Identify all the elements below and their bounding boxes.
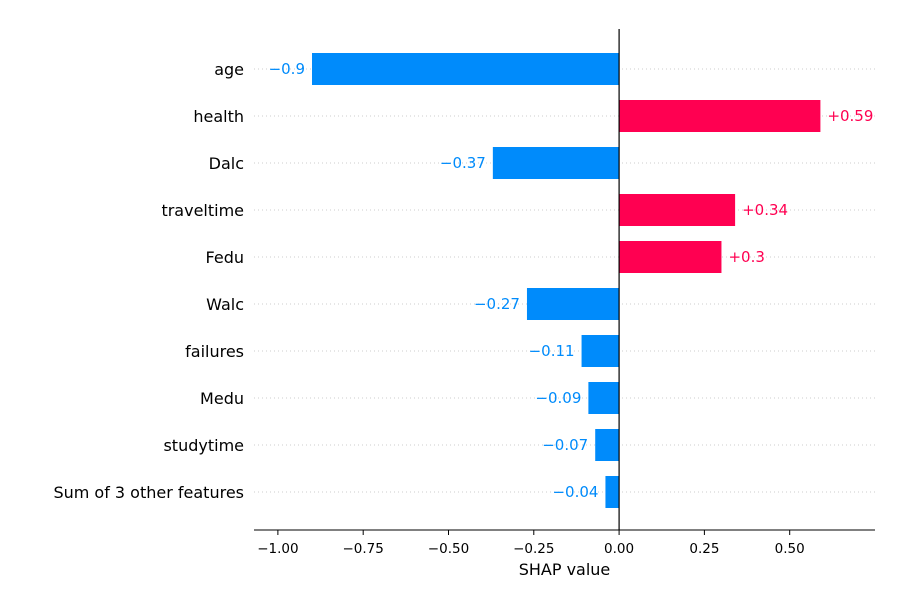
- grid-lines: [254, 68, 875, 493]
- bar: [312, 53, 620, 85]
- x-tick-label: 0.00: [604, 541, 634, 557]
- x-tick-label: −0.75: [342, 541, 383, 557]
- value-label: −0.09: [535, 389, 581, 407]
- category-label: Dalc: [209, 154, 244, 173]
- x-tick-label: −0.50: [428, 541, 469, 557]
- category-labels: age health Dalc traveltime Fedu Walc failures M…: [53, 60, 244, 502]
- value-label: −0.37: [440, 154, 486, 172]
- category-label: failures: [185, 342, 244, 361]
- bar: [526, 288, 620, 320]
- bar: [492, 147, 620, 179]
- category-label: studytime: [163, 436, 244, 455]
- bar: [619, 241, 722, 273]
- value-label: −0.04: [552, 483, 598, 501]
- category-label: traveltime: [161, 201, 244, 220]
- bar: [605, 476, 620, 508]
- category-label: Walc: [206, 295, 244, 314]
- bar: [595, 429, 620, 461]
- x-tick-label: −1.00: [257, 541, 298, 557]
- bars: [312, 53, 821, 508]
- x-tick-label: 0.25: [689, 541, 719, 557]
- value-label: −0.07: [542, 436, 588, 454]
- value-labels: −0.9 +0.59 −0.37 +0.34 +0.3 −0.27 −0.11 −0.09 −0…: [269, 60, 874, 501]
- category-label: Fedu: [206, 248, 244, 267]
- value-label: +0.3: [728, 248, 764, 266]
- category-label: Medu: [200, 389, 244, 408]
- category-label: Sum of 3 other features: [53, 483, 244, 502]
- bar: [619, 100, 821, 132]
- bar: [588, 382, 620, 414]
- x-tick-label: 0.50: [775, 541, 805, 557]
- x-tick-label: −0.25: [513, 541, 554, 557]
- x-axis-label: SHAP value: [519, 560, 611, 579]
- bar: [619, 194, 736, 226]
- value-label: −0.27: [474, 295, 520, 313]
- x-axis-ticks: −1.00 −0.75 −0.50 −0.25 0.00 0.25 0.50: [257, 530, 805, 557]
- category-label: age: [214, 60, 244, 79]
- value-label: −0.9: [269, 60, 305, 78]
- bar: [581, 335, 620, 367]
- value-label: −0.11: [529, 342, 575, 360]
- value-label: +0.34: [742, 201, 788, 219]
- category-label: health: [193, 107, 244, 126]
- value-label: +0.59: [827, 107, 873, 125]
